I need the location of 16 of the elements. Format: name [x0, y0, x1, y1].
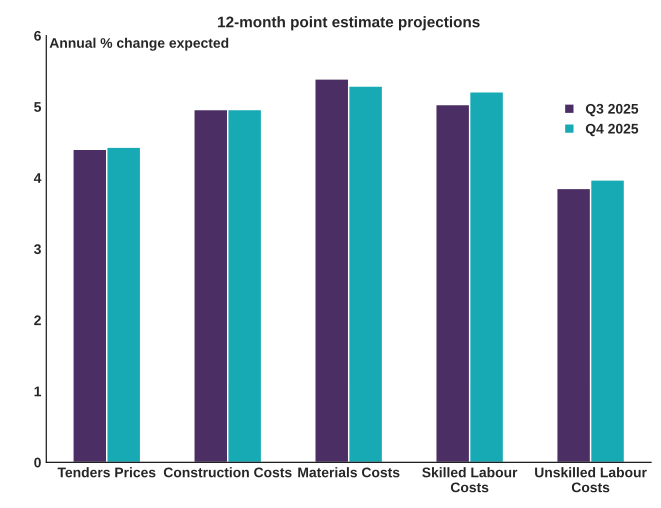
y-tick-label: 5	[34, 102, 42, 112]
x-tick-label: Materials Costs	[298, 467, 400, 478]
y-axis-title: Annual % change expected	[50, 38, 228, 51]
y-tick-label: 0	[34, 458, 41, 468]
legend-label: Q4 2025	[586, 124, 638, 136]
y-tick-label: 6	[34, 30, 41, 41]
y-tick-label: 2	[34, 315, 41, 326]
x-tick-label: Tenders Prices	[58, 467, 156, 478]
x-tick-label: Unskilled Labour Costs	[535, 467, 647, 492]
y-tick-label: 1	[34, 386, 42, 396]
legend-label: Q3 2025	[586, 104, 638, 116]
y-tick-label: 4	[34, 173, 42, 183]
y-tick-label: 3	[34, 244, 41, 254]
chart-title: 12-month point estimate projections	[218, 16, 480, 30]
x-tick-label: Construction Costs	[164, 467, 292, 478]
x-tick-label: Skilled Labour Costs	[422, 467, 518, 492]
